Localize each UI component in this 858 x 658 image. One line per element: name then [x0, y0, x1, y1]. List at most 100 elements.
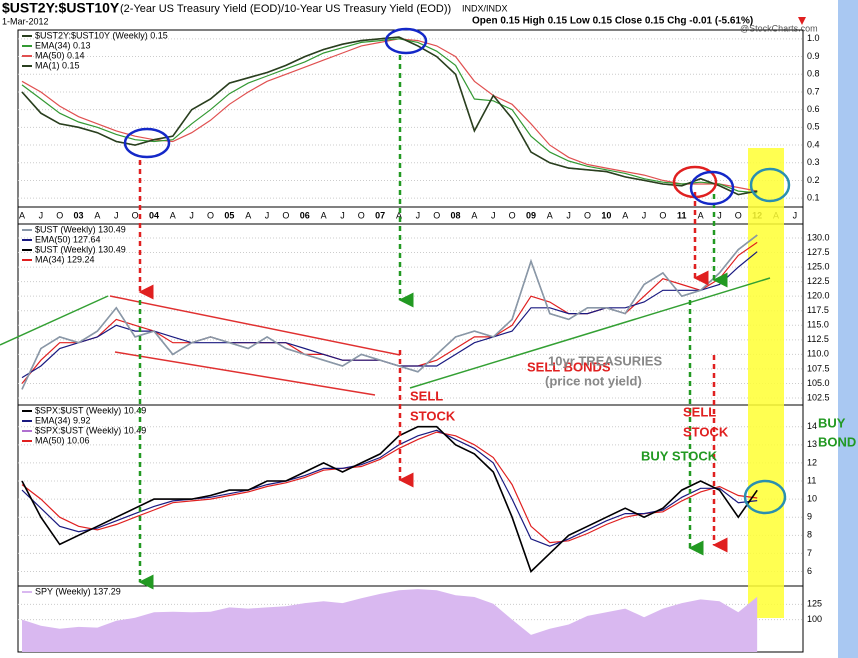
- y-tick-label: 11: [807, 475, 816, 485]
- circle: [689, 170, 735, 206]
- annotation: SELL BONDS: [527, 359, 611, 374]
- channel: [0, 295, 109, 346]
- x-tick-label: A: [698, 210, 704, 220]
- y-tick-label: 125.0: [807, 261, 830, 271]
- legend-label: EMA(34) 0.13: [35, 40, 91, 50]
- x-tick-label: 07: [375, 210, 385, 220]
- y-tick-label: 120.0: [807, 291, 830, 301]
- circle: [384, 27, 428, 55]
- x-tick-label: O: [358, 210, 365, 220]
- x-tick-label: 10: [601, 210, 611, 220]
- x-tick-label: J: [717, 210, 722, 220]
- y-tick-label: 122.5: [807, 276, 830, 286]
- x-tick-label: O: [509, 210, 516, 220]
- y-tick-label: 107.5: [807, 363, 830, 373]
- legend-label: $SPX:$UST (Weekly) 10.49: [35, 405, 146, 415]
- legend-label: EMA(50) 127.64: [35, 234, 101, 244]
- circle: [123, 127, 171, 159]
- highlight: [748, 148, 784, 618]
- x-tick-label: J: [416, 210, 421, 220]
- annotation: STOCK: [683, 424, 729, 439]
- exchange: INDX/INDX: [462, 3, 508, 13]
- legend-label: MA(50) 10.06: [35, 435, 90, 445]
- x-tick-label: O: [584, 210, 591, 220]
- x-tick-label: O: [132, 210, 139, 220]
- x-tick-label: J: [566, 210, 571, 220]
- x-tick-label: J: [642, 210, 647, 220]
- annotation: BUY: [818, 415, 846, 430]
- legend-label: $UST (Weekly) 130.49: [35, 244, 126, 254]
- y-tick-label: 9: [807, 512, 812, 522]
- y-tick-label: 12: [807, 457, 817, 467]
- y-tick-label: 7: [807, 548, 812, 558]
- x-tick-label: 03: [74, 210, 84, 220]
- x-tick-label: 11: [677, 210, 687, 220]
- legend-label: $UST (Weekly) 130.49: [35, 224, 126, 234]
- annotation: STOCK: [410, 408, 456, 423]
- x-tick-label: 06: [300, 210, 310, 220]
- line: [21, 38, 758, 192]
- y-tick-label: 10: [807, 493, 817, 503]
- panel: [17, 223, 804, 406]
- legend-label: MA(50) 0.14: [35, 50, 85, 60]
- x-axis-band: [17, 206, 804, 225]
- annotation: BOND: [818, 434, 856, 449]
- x-tick-label: J: [265, 210, 270, 220]
- x-tick-label: J: [39, 210, 44, 220]
- x-tick-label: O: [207, 210, 214, 220]
- x-tick-label: O: [659, 210, 666, 220]
- y-tick-label: 0.5: [807, 122, 820, 132]
- y-tick-label: 117.5: [807, 305, 829, 315]
- legend-label: EMA(34) 9.92: [35, 415, 91, 425]
- y-tick-label: 0.7: [807, 86, 820, 96]
- x-tick-label: O: [433, 210, 440, 220]
- y-tick-label: 102.5: [807, 392, 830, 402]
- y-tick-label: 0.2: [807, 175, 820, 185]
- x-tick-label: J: [114, 210, 119, 220]
- x-tick-label: 05: [224, 210, 234, 220]
- y-tick-label: 8: [807, 530, 812, 540]
- legend-label: $UST2Y:$UST10Y (Weekly) 0.15: [35, 30, 168, 40]
- y-tick-label: 0.4: [807, 139, 820, 149]
- x-tick-label: O: [282, 210, 289, 220]
- channel: [114, 351, 376, 396]
- panel: [17, 29, 804, 208]
- x-tick-label: O: [735, 210, 742, 220]
- y-tick-label: 115.0: [807, 320, 829, 330]
- y-tick-label: 6: [807, 566, 812, 576]
- x-tick-label: A: [245, 210, 251, 220]
- description: (2-Year US Treasury Yield (EOD)/10-Year …: [120, 3, 451, 15]
- channel: [409, 277, 771, 389]
- line: [21, 234, 758, 390]
- x-tick-label: 08: [451, 210, 461, 220]
- x-tick-label: A: [19, 210, 25, 220]
- x-tick-label: A: [471, 210, 477, 220]
- legend-label: SPY (Weekly) 137.29: [35, 586, 121, 596]
- x-tick-label: 04: [149, 210, 159, 220]
- area: [22, 589, 758, 652]
- legend-label: MA(34) 129.24: [35, 254, 95, 264]
- down-arrow: [798, 17, 806, 25]
- line: [21, 431, 758, 544]
- channel: [109, 295, 401, 356]
- x-tick-label: A: [547, 210, 553, 220]
- x-tick-label: J: [189, 210, 194, 220]
- line: [21, 429, 758, 547]
- x-tick-label: J: [793, 210, 798, 220]
- line: [21, 38, 758, 194]
- circle: [749, 167, 791, 203]
- symbol: $UST2Y:$UST10Y: [2, 0, 120, 16]
- line: [21, 425, 758, 573]
- annotation: BUY STOCK: [641, 448, 718, 463]
- x-tick-label: A: [321, 210, 327, 220]
- y-tick-label: 110.0: [807, 349, 829, 359]
- y-tick-label: 0.9: [807, 51, 820, 61]
- y-tick-label: 112.5: [807, 334, 829, 344]
- x-tick-label: 09: [526, 210, 536, 220]
- annotation: SELL: [410, 388, 443, 403]
- annotation: 10yr TREASURIES: [548, 353, 662, 368]
- brand: @StockCharts.com: [740, 23, 818, 33]
- y-tick-label: 0.1: [807, 193, 820, 203]
- legend-label: MA(1) 0.15: [35, 60, 80, 70]
- arrows: [138, 55, 728, 590]
